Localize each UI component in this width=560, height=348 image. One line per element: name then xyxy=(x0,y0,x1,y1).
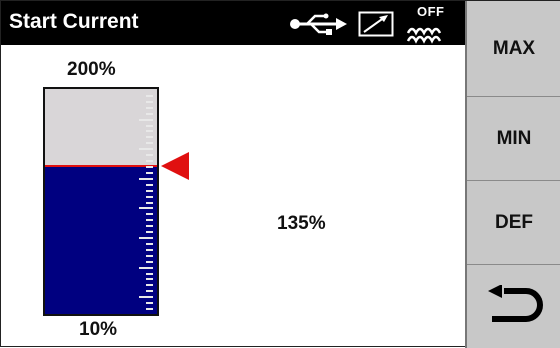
gauge-tick xyxy=(146,142,153,144)
off-label: OFF xyxy=(417,4,445,19)
title-bar: Start Current OFF xyxy=(1,1,465,45)
gauge-tick xyxy=(146,261,153,263)
max-button[interactable]: MAX xyxy=(467,1,560,97)
gauge-tick xyxy=(139,207,153,209)
gauge-tick xyxy=(146,184,153,186)
gauge-tick xyxy=(139,237,153,239)
gauge-tick xyxy=(139,148,153,150)
gauge-tick xyxy=(146,225,153,227)
usb-icon xyxy=(290,13,347,35)
gauge-tick xyxy=(146,202,153,204)
gauge-scale xyxy=(139,89,153,314)
gauge-tick xyxy=(146,290,153,292)
gauge-tick xyxy=(146,213,153,215)
gauge-tick xyxy=(146,308,153,310)
gauge-tick xyxy=(139,267,153,269)
gauge-tick xyxy=(139,296,153,298)
gauge-tick xyxy=(146,243,153,245)
gauge-tick xyxy=(146,101,153,103)
gauge-fill xyxy=(45,166,157,314)
gauge-tick xyxy=(146,255,153,257)
gauge-tick xyxy=(146,249,153,251)
default-button[interactable]: DEF xyxy=(467,181,560,265)
start-current-gauge[interactable] xyxy=(43,87,159,316)
gauge-tick xyxy=(146,136,153,138)
gauge-tick xyxy=(146,107,153,109)
gauge-tick xyxy=(146,166,153,168)
return-arrow-icon xyxy=(488,284,543,322)
gauge-level-line xyxy=(45,165,157,167)
gauge-tick xyxy=(146,113,153,115)
gauge-tick xyxy=(146,302,153,304)
gauge-tick xyxy=(146,130,153,132)
gauge-tick xyxy=(146,172,153,174)
level-pointer-icon xyxy=(161,152,189,180)
gauge-tick xyxy=(146,196,153,198)
current-value: 135% xyxy=(277,213,326,234)
gauge-tick xyxy=(146,284,153,286)
gauge-tick xyxy=(146,190,153,192)
gauge-tick xyxy=(146,231,153,233)
gauge-tick xyxy=(146,95,153,97)
gauge-tick xyxy=(146,219,153,221)
external-signal-icon xyxy=(358,11,394,37)
gauge-tick xyxy=(146,154,153,156)
gauge-tick xyxy=(146,273,153,275)
gauge-tick xyxy=(139,119,153,121)
gauge-tick xyxy=(146,125,153,127)
gauge-tick xyxy=(146,160,153,162)
gauge-max-label: 200% xyxy=(67,59,116,80)
gauge-tick xyxy=(146,278,153,280)
off-level-icon xyxy=(406,27,442,44)
button-panel: MAX MIN DEF xyxy=(465,1,560,348)
screen-title: Start Current xyxy=(9,10,139,33)
gauge-min-label: 10% xyxy=(79,319,118,340)
min-button[interactable]: MIN xyxy=(467,97,560,181)
gauge-tick xyxy=(139,178,153,180)
back-button[interactable] xyxy=(467,265,560,348)
